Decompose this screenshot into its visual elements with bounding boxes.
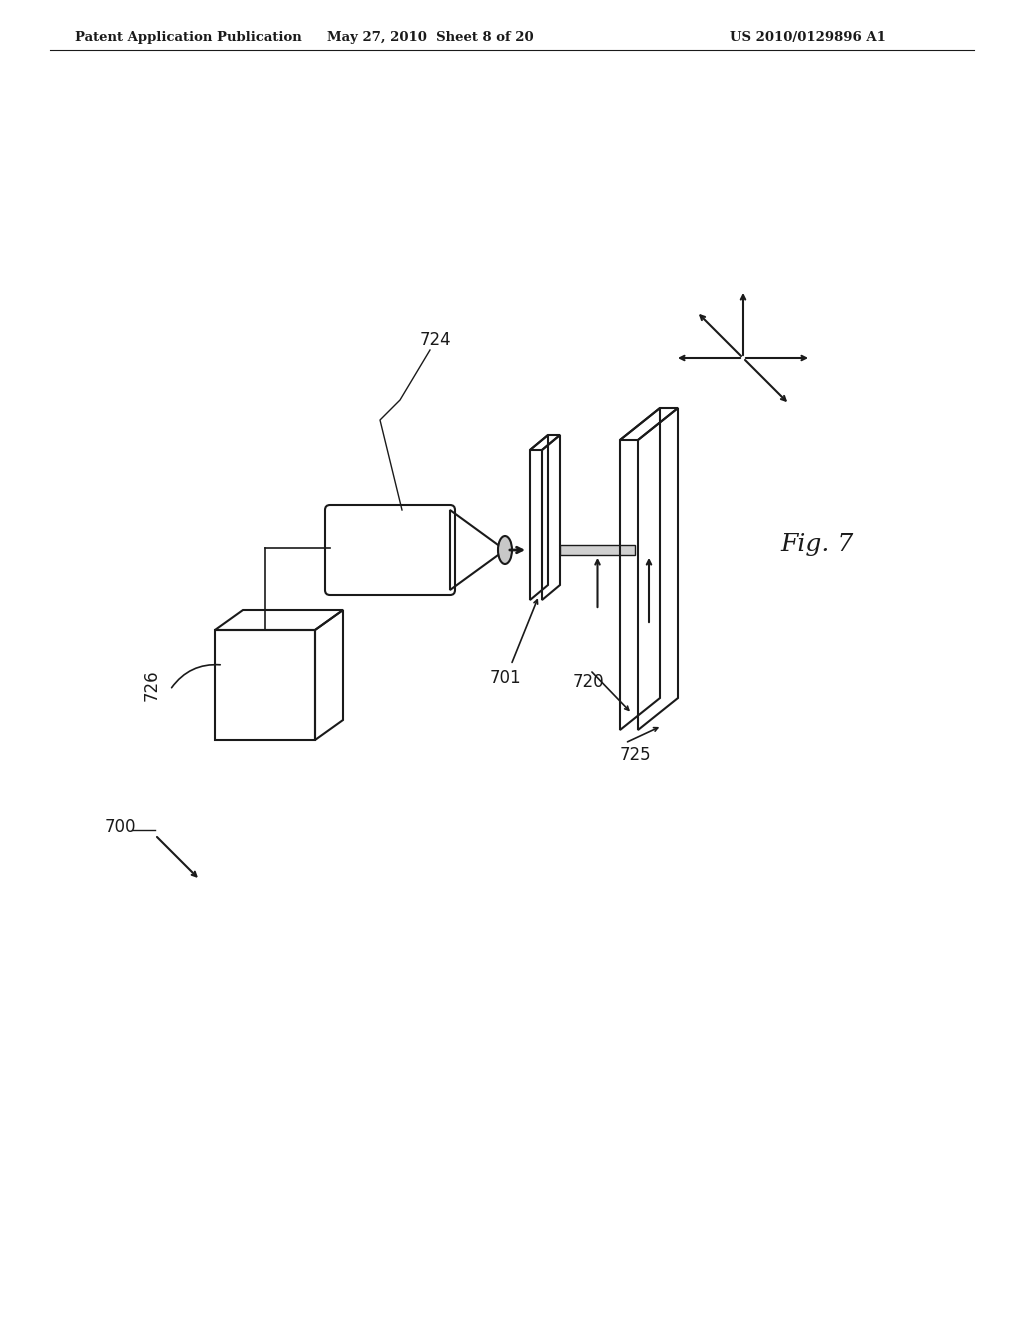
Text: 720: 720 bbox=[573, 673, 604, 690]
Text: 700: 700 bbox=[105, 818, 136, 836]
Text: US 2010/0129896 A1: US 2010/0129896 A1 bbox=[730, 30, 886, 44]
Text: Patent Application Publication: Patent Application Publication bbox=[75, 30, 302, 44]
Text: 724: 724 bbox=[420, 331, 452, 348]
Text: 726: 726 bbox=[143, 669, 161, 701]
Ellipse shape bbox=[498, 536, 512, 564]
Text: Fig. 7: Fig. 7 bbox=[780, 533, 853, 557]
FancyBboxPatch shape bbox=[560, 545, 635, 554]
Text: May 27, 2010  Sheet 8 of 20: May 27, 2010 Sheet 8 of 20 bbox=[327, 30, 534, 44]
Text: 701: 701 bbox=[490, 669, 521, 686]
Text: 725: 725 bbox=[620, 746, 651, 764]
